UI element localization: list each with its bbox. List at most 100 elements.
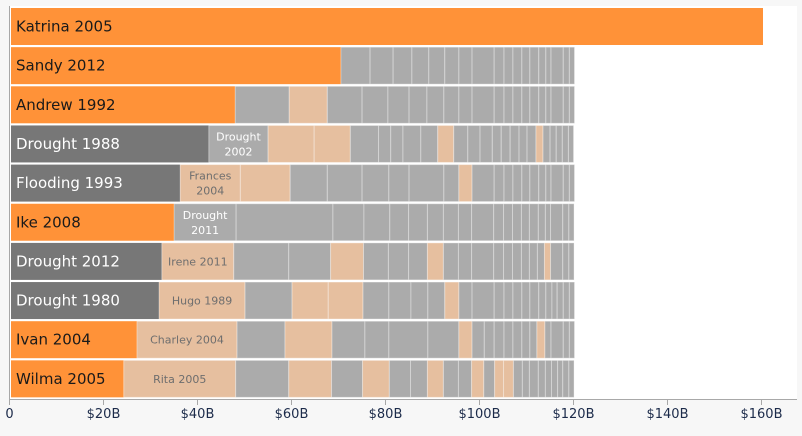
- bar-row: Andrew 1992: [11, 85, 576, 124]
- bar-segment: [408, 164, 445, 203]
- bar-segment: [521, 320, 531, 359]
- bar-segment: [562, 320, 570, 359]
- bar-segment: [387, 85, 410, 124]
- bar-segment: [544, 203, 552, 242]
- bar-segment: [444, 46, 460, 85]
- bar-segment: [457, 203, 473, 242]
- bar-segment: [521, 281, 531, 320]
- bar-segment: [556, 281, 564, 320]
- bar-segment: [494, 359, 505, 398]
- bar-segment: [562, 85, 570, 124]
- bar-segment-sandy-2012: [11, 47, 341, 85]
- bar-segment: [471, 203, 495, 242]
- bar-segment: [512, 46, 523, 85]
- bar-segment: [479, 124, 493, 163]
- bar-segment: [458, 320, 473, 359]
- segment-label: Drought 2011: [183, 209, 228, 237]
- bar-segment: [364, 320, 390, 359]
- bar-segment: [442, 359, 459, 398]
- bar-segment: [536, 242, 545, 281]
- segment-label: Frances 2004: [189, 170, 232, 198]
- bar-segment: [363, 242, 389, 281]
- bar-segment: [471, 242, 495, 281]
- bar-segment: [236, 320, 286, 359]
- bar-segment: [535, 124, 544, 163]
- bar-segment: [550, 46, 564, 85]
- bar-segment: [503, 85, 514, 124]
- bar-segment: [550, 203, 564, 242]
- bar-segment: [331, 320, 366, 359]
- bar-segment: [529, 281, 540, 320]
- bar-segment: [443, 164, 460, 203]
- bar-segment: [512, 85, 523, 124]
- bar-segment: [444, 281, 460, 320]
- bar-segment: [369, 46, 394, 85]
- bar-segment: [529, 164, 540, 203]
- segment-label: Hugo 1989: [172, 295, 232, 308]
- bar-segment: [239, 164, 291, 203]
- bar-segment: [557, 359, 564, 398]
- segment-label: Drought 2002: [216, 130, 261, 158]
- bar-segment: [491, 124, 502, 163]
- bar-segment: [388, 359, 412, 398]
- bar-segment-andrew-1992: [11, 86, 236, 124]
- bar-segment: [389, 203, 410, 242]
- bar-segment: [483, 320, 495, 359]
- bar-segment: [426, 359, 444, 398]
- bar-segment: [529, 320, 538, 359]
- bar-segment-hugo-1989: [158, 281, 246, 320]
- bar-segment: [568, 85, 576, 124]
- bar-segment: [551, 359, 559, 398]
- bar-segment: [235, 359, 290, 398]
- bar-segment: [349, 124, 380, 163]
- bar-segment: [544, 320, 552, 359]
- bar-segment-ike-2008: [11, 203, 175, 241]
- bar-segment: [471, 46, 495, 85]
- bar-segment: [529, 46, 540, 85]
- bar-segment: [402, 124, 422, 163]
- bar-segment: [291, 281, 329, 320]
- bar-segment: [493, 203, 505, 242]
- bar-segment: [511, 242, 522, 281]
- bar-segment: [538, 281, 547, 320]
- x-tick-label: $60B: [275, 407, 309, 422]
- bar-segment: [411, 46, 430, 85]
- bar-segment-katrina-2005: [11, 8, 763, 45]
- bar-row: Drought 2012 Irene 2011: [11, 242, 575, 281]
- bar-segment-charley-2004: [136, 320, 238, 359]
- x-tick-label: $120B: [552, 407, 594, 422]
- bar-segment-rita-2005: [123, 359, 237, 398]
- bar-segment: [568, 242, 575, 281]
- segment-label: Charley 2004: [150, 334, 224, 347]
- bar-segment: [288, 242, 332, 281]
- bar-segment: [528, 359, 539, 398]
- bar-segment: [458, 85, 473, 124]
- bar-segment: [426, 203, 444, 242]
- bar-segment: [244, 281, 293, 320]
- bar-segment: [288, 359, 333, 398]
- bar-segment: [550, 242, 564, 281]
- bar-segment: [503, 359, 514, 398]
- bar-segment: [388, 320, 429, 359]
- row-label: Ivan 2004: [16, 331, 91, 349]
- bar-segment: [267, 124, 315, 163]
- bar-segment: [500, 124, 511, 163]
- bar-segment: [538, 85, 547, 124]
- row-label: Drought 1980: [16, 292, 120, 310]
- bar-segment: [327, 281, 364, 320]
- bar-segment: [471, 85, 495, 124]
- bar-segment: [536, 320, 546, 359]
- bar-segment: [437, 124, 455, 163]
- bar-segment: [420, 124, 439, 163]
- bar-segment: [390, 124, 404, 163]
- row-label: Ike 2008: [16, 213, 81, 231]
- bar-segment-wilma-2005: [11, 360, 124, 398]
- bar-row: Drought 1988 Drought 2002: [11, 124, 575, 163]
- bar-segment: [392, 46, 413, 85]
- bar-row: Drought 1980 Hugo 1989: [11, 281, 576, 320]
- bar-segment: [503, 320, 514, 359]
- bar-segment: [442, 242, 459, 281]
- bar-segment: [528, 242, 538, 281]
- bar-row: Flooding 1993 Frances 2004: [11, 164, 576, 203]
- bar-segment: [503, 203, 513, 242]
